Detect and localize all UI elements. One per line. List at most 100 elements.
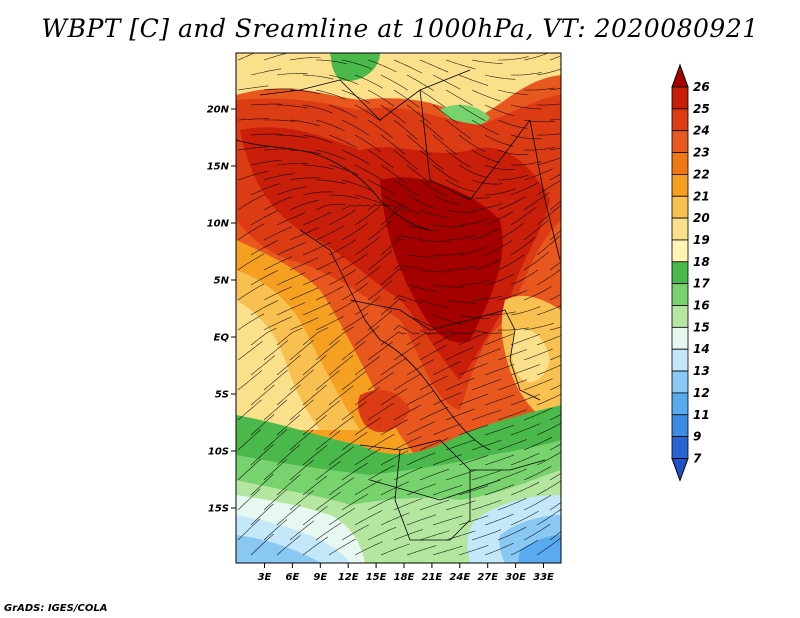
streamline (510, 334, 540, 346)
streamline (432, 545, 463, 556)
border-line (394, 449, 471, 541)
streamline (380, 331, 407, 346)
streamline (419, 499, 450, 511)
streamline (432, 252, 464, 256)
streamline (302, 74, 334, 80)
streamline (302, 301, 332, 316)
streamline (510, 452, 540, 466)
colorbar-band (671, 261, 689, 285)
colorbar-label: 25 (693, 102, 710, 116)
colorbar-band (671, 130, 689, 153)
streamline (419, 406, 449, 421)
streamline (419, 299, 450, 309)
streamline (497, 149, 529, 155)
streamline (341, 493, 369, 511)
streamline (549, 354, 561, 361)
streamline (445, 500, 476, 511)
streamlines (237, 53, 589, 556)
streamline (432, 361, 461, 376)
border-line (259, 79, 341, 96)
streamline (354, 386, 381, 406)
streamline (510, 393, 540, 406)
colorbar-band (671, 283, 689, 306)
streamline (484, 394, 515, 406)
streamline (472, 295, 503, 301)
streamline (510, 306, 541, 316)
colorbar-band (671, 86, 689, 110)
streamline (237, 429, 262, 451)
streamline (393, 435, 422, 451)
streamline (563, 205, 587, 225)
streamline (536, 508, 561, 526)
streamline (341, 313, 368, 331)
streamline (549, 326, 561, 331)
streamline (484, 164, 516, 170)
streamline (250, 270, 279, 286)
streamline (523, 147, 555, 151)
streamline (510, 364, 541, 376)
streamline (341, 204, 371, 211)
streamline (367, 204, 395, 211)
lon-tick-label: 30E (505, 572, 526, 583)
streamline (510, 539, 539, 556)
colorbar-band (671, 217, 689, 241)
streamline (406, 194, 435, 209)
border-line (359, 439, 471, 520)
streamline (432, 224, 464, 227)
streamline (316, 59, 347, 65)
streamline (497, 254, 525, 271)
streamline (523, 87, 555, 91)
streamline (328, 269, 356, 286)
streamline (289, 89, 321, 95)
streamline (510, 236, 536, 256)
streamline (393, 467, 423, 481)
colorbar-label: 7 (693, 451, 702, 465)
streamline (498, 174, 529, 181)
footer-credit: GrADS: IGES/COLA (4, 603, 108, 614)
streamline (263, 459, 288, 481)
streamline (458, 363, 488, 376)
streamline (237, 458, 261, 481)
streamline (276, 302, 306, 316)
streamline (523, 523, 551, 541)
streamline (471, 470, 502, 481)
streamline (432, 515, 463, 526)
streamline (536, 179, 561, 196)
streamline (367, 464, 396, 481)
streamline (523, 494, 552, 511)
colorbar-label: 19 (693, 233, 710, 247)
streamline (289, 369, 314, 391)
streamline (549, 173, 561, 181)
streamline (549, 502, 561, 511)
streamline (471, 499, 502, 511)
colorbar-band (671, 173, 689, 197)
streamline (510, 161, 542, 166)
streamline (237, 518, 261, 541)
streamline (264, 119, 295, 122)
streamline (315, 255, 344, 271)
streamline (523, 286, 552, 301)
streamline (458, 455, 489, 466)
streamline (263, 340, 288, 361)
streamline (354, 417, 381, 436)
streamline (445, 179, 475, 192)
streamline (484, 364, 515, 376)
streamline (536, 268, 561, 286)
streamline (549, 87, 561, 91)
streamline (316, 179, 347, 185)
streamline (563, 418, 589, 435)
streamline (263, 316, 292, 331)
lat-tick-label: 20N (207, 105, 230, 116)
streamline (354, 479, 382, 496)
streamline (380, 104, 406, 124)
streamline (549, 384, 561, 391)
streamline (315, 119, 345, 132)
streamline (510, 269, 539, 286)
streamline (367, 433, 395, 451)
streamline (510, 481, 540, 496)
streamline (354, 134, 381, 153)
streamline (563, 178, 589, 195)
streamline (510, 207, 537, 226)
streamline (549, 443, 561, 451)
lat-tick-label: 15N (207, 162, 230, 173)
